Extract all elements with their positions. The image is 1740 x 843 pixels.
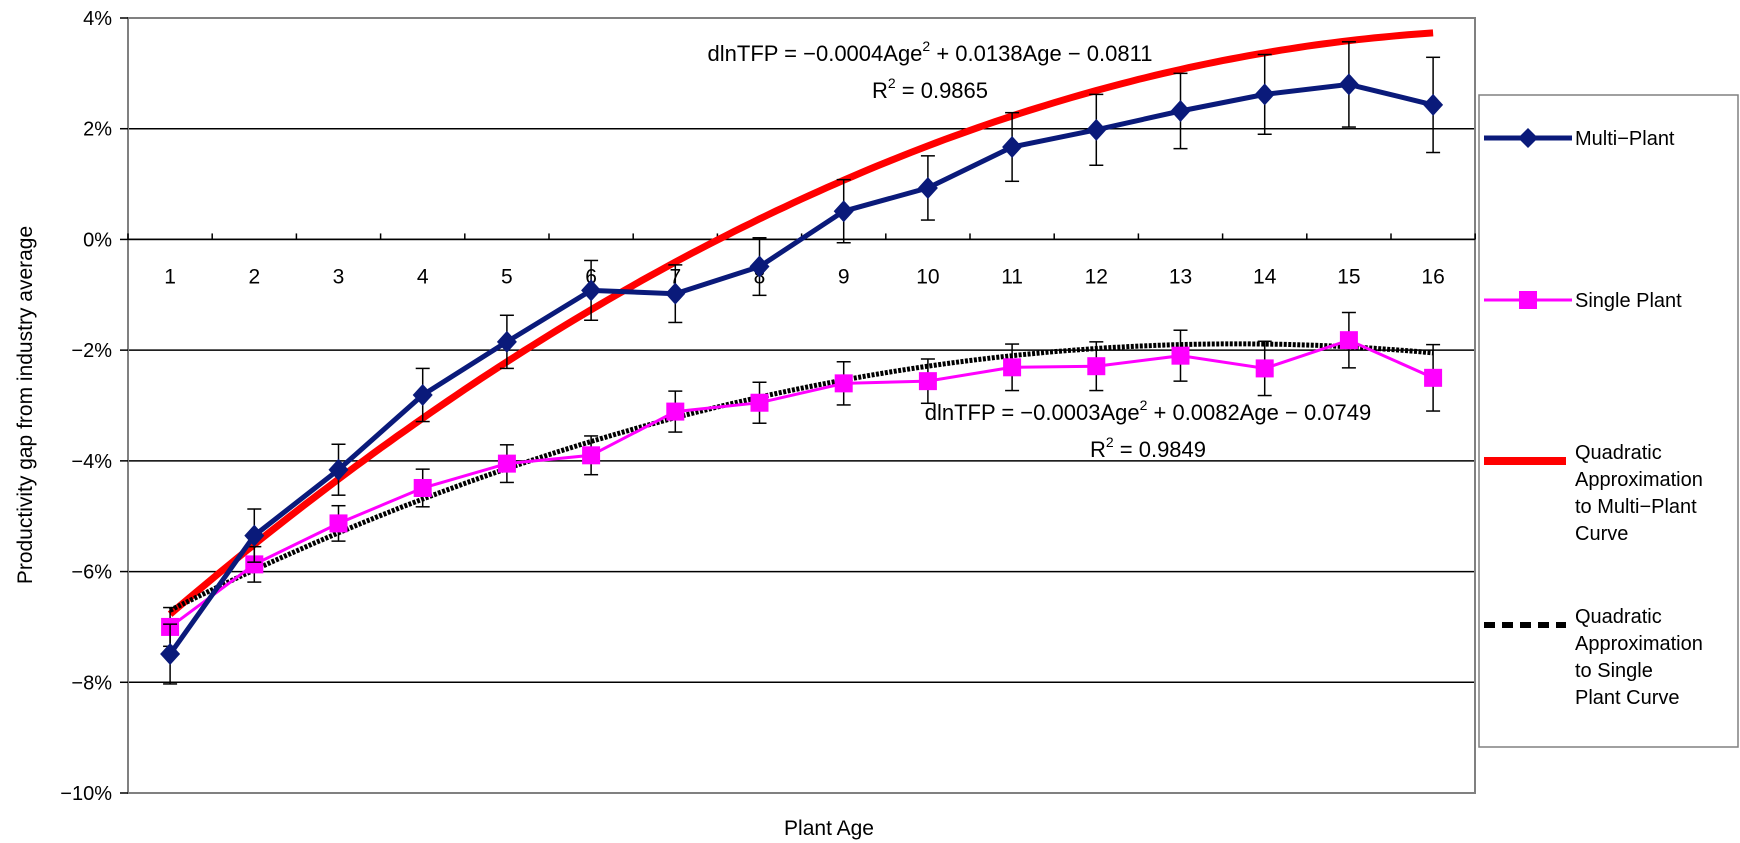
- y-tick-label: −4%: [71, 451, 112, 473]
- r-squared-multi: R2 = 0.9865: [872, 75, 988, 103]
- data-point-diamond: [1170, 100, 1191, 122]
- legend-box: [1478, 94, 1739, 748]
- annotations: dlnTFP = −0.0004Age2 + 0.0138Age − 0.081…: [708, 38, 1372, 462]
- x-tick-label: 2: [248, 265, 260, 288]
- fit-curves: [167, 29, 1434, 617]
- series-multi-plant: [160, 41, 1444, 685]
- equation-part: R: [872, 78, 888, 103]
- legend-item-1: Multi−Plant: [1484, 128, 1675, 150]
- y-tick-label: −2%: [71, 340, 112, 362]
- y-axis-title: Productivity gap from industry average: [14, 226, 37, 584]
- superscript: 2: [922, 38, 930, 54]
- data-series: [160, 41, 1444, 685]
- legend-label: to Multi−Plant: [1575, 496, 1697, 518]
- x-tick-label: 14: [1253, 265, 1277, 288]
- legend-item-3: Quadratic Approximation to Multi−Plant Curv…: [1484, 442, 1703, 545]
- data-point-diamond: [496, 330, 517, 353]
- fit-curve-single: [168, 341, 1434, 613]
- legend-square-marker: [1519, 291, 1537, 309]
- y-tick-label: −8%: [71, 672, 112, 694]
- series-single-plant: [161, 311, 1443, 648]
- data-point-square: [1087, 357, 1106, 376]
- data-point-diamond: [1423, 93, 1444, 116]
- y-tick-label: −10%: [60, 783, 112, 805]
- data-point-diamond: [1002, 135, 1023, 158]
- data-point-diamond: [1254, 83, 1275, 106]
- legend-label: to Single: [1575, 660, 1653, 682]
- data-point-diamond: [412, 383, 433, 406]
- x-tick-label: 4: [417, 265, 429, 288]
- legend-diamond-marker: [1518, 128, 1538, 148]
- y-tick-label: −6%: [71, 562, 112, 584]
- legend: Multi−Plant Single Plant Quadratic Approxim…: [1478, 94, 1739, 748]
- data-point-square: [1003, 358, 1022, 377]
- r-squared-single: R2 = 0.9849: [1090, 434, 1206, 462]
- data-point-square: [497, 454, 516, 473]
- data-point-diamond: [833, 200, 854, 223]
- x-tick-label: 3: [333, 265, 345, 288]
- legend-label: Multi−Plant: [1575, 128, 1675, 150]
- fit-equation-multi: dlnTFP = −0.0004Age2 + 0.0138Age − 0.081…: [708, 38, 1153, 66]
- equation-part: dlnTFP = −0.0003Age: [925, 400, 1140, 425]
- data-point-diamond: [1338, 73, 1359, 96]
- x-tick-label: 5: [501, 265, 513, 288]
- data-point-diamond: [244, 524, 265, 547]
- x-tick-label: 11: [1001, 265, 1023, 288]
- y-tick-label: 4%: [83, 8, 112, 30]
- legend-item-2: Single Plant: [1484, 290, 1682, 312]
- data-point-diamond: [160, 643, 181, 666]
- legend-label: Single Plant: [1575, 290, 1682, 312]
- y-tick-label: 2%: [83, 119, 112, 141]
- equation-part: = 0.9865: [896, 78, 988, 103]
- data-point-square: [750, 393, 769, 412]
- data-point-diamond: [917, 176, 938, 199]
- data-point-diamond: [1086, 118, 1107, 141]
- fit-equation-single: dlnTFP = −0.0003Age2 + 0.0082Age − 0.074…: [925, 397, 1372, 425]
- fit-curve-multi: [167, 29, 1434, 617]
- y-tick-label: 0%: [83, 229, 112, 251]
- superscript: 2: [1106, 434, 1114, 450]
- x-tick-label: 10: [916, 265, 939, 288]
- legend-label: Quadratic: [1575, 606, 1662, 628]
- x-tick-label: 12: [1085, 265, 1108, 288]
- data-point-square: [245, 555, 264, 574]
- data-point-square: [582, 446, 601, 465]
- data-point-square: [1424, 368, 1443, 387]
- data-point-square: [329, 514, 348, 533]
- data-point-square: [1255, 359, 1274, 378]
- legend-item-4: Quadratic Approximation to Single Plant Cur…: [1484, 606, 1703, 709]
- data-point-square: [834, 374, 853, 393]
- data-point-diamond: [665, 282, 686, 305]
- equation-part: + 0.0138Age − 0.0811: [930, 41, 1152, 66]
- data-point-square: [666, 402, 685, 421]
- legend-label: Plant Curve: [1575, 687, 1680, 709]
- data-point-square: [1339, 331, 1358, 350]
- superscript: 2: [888, 75, 896, 91]
- x-tick-label: 13: [1169, 265, 1192, 288]
- series-line: [169, 338, 1434, 629]
- x-tick-label: 15: [1337, 265, 1360, 288]
- legend-label: Approximation: [1575, 633, 1703, 655]
- superscript: 2: [1140, 397, 1148, 413]
- equation-part: + 0.0082Age − 0.0749: [1147, 400, 1371, 425]
- x-axis-title: Plant Age: [784, 817, 874, 840]
- data-point-square: [1171, 346, 1190, 365]
- equation-part: dlnTFP = −0.0004Age: [708, 41, 923, 66]
- data-point-diamond: [328, 458, 349, 481]
- data-point-square: [918, 372, 937, 391]
- data-point-diamond: [749, 255, 770, 278]
- equation-part: R: [1090, 437, 1106, 462]
- equation-part: = 0.9849: [1114, 437, 1206, 462]
- x-tick-label: 16: [1421, 265, 1444, 288]
- x-tick-label: 9: [838, 265, 850, 288]
- data-point-square: [413, 478, 432, 497]
- legend-label: Quadratic: [1575, 442, 1662, 464]
- series-line: [168, 81, 1434, 656]
- plot-area-border: [127, 17, 1476, 794]
- legend-label: Approximation: [1575, 469, 1703, 491]
- data-point-diamond: [581, 279, 602, 302]
- x-tick-label: 1: [164, 265, 176, 288]
- legend-label: Curve: [1575, 523, 1628, 545]
